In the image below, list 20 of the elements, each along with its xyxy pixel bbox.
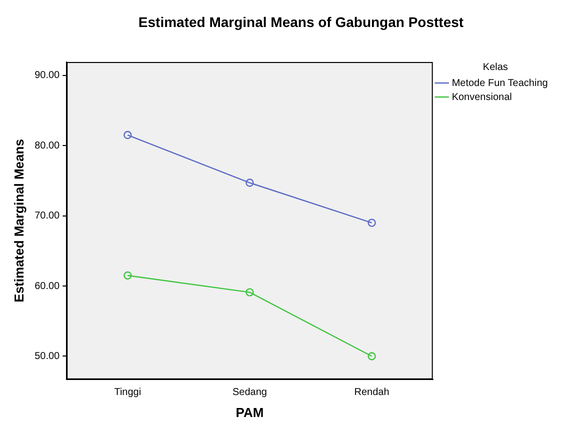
y-tick-label: 90.00 (34, 70, 60, 82)
x-axis-title: PAM (236, 404, 264, 420)
chart-title: Estimated Marginal Means of Gabungan Posttest (137, 13, 465, 32)
y-tick-label: 80.00 (34, 140, 60, 152)
y-tick-label: 60.00 (34, 280, 60, 292)
point (246, 178, 254, 187)
point (368, 352, 376, 360)
legend-title: Kelas (482, 62, 508, 73)
x-tick-label: Tinggi (114, 387, 142, 398)
point (246, 288, 254, 296)
x-tick-label: Rendah (354, 387, 390, 398)
legend-label: Konvensional (452, 92, 512, 103)
point (368, 218, 376, 227)
legend-label: Metode Fun Teaching (452, 78, 548, 89)
point (124, 130, 132, 140)
y-tick-label: 50.00 (34, 350, 60, 362)
y-axis-title: Estimated Marginal Means (11, 139, 26, 302)
point (124, 271, 132, 280)
x-tick-label: Sedang (232, 387, 267, 398)
y-tick-label: 70.00 (34, 210, 60, 222)
